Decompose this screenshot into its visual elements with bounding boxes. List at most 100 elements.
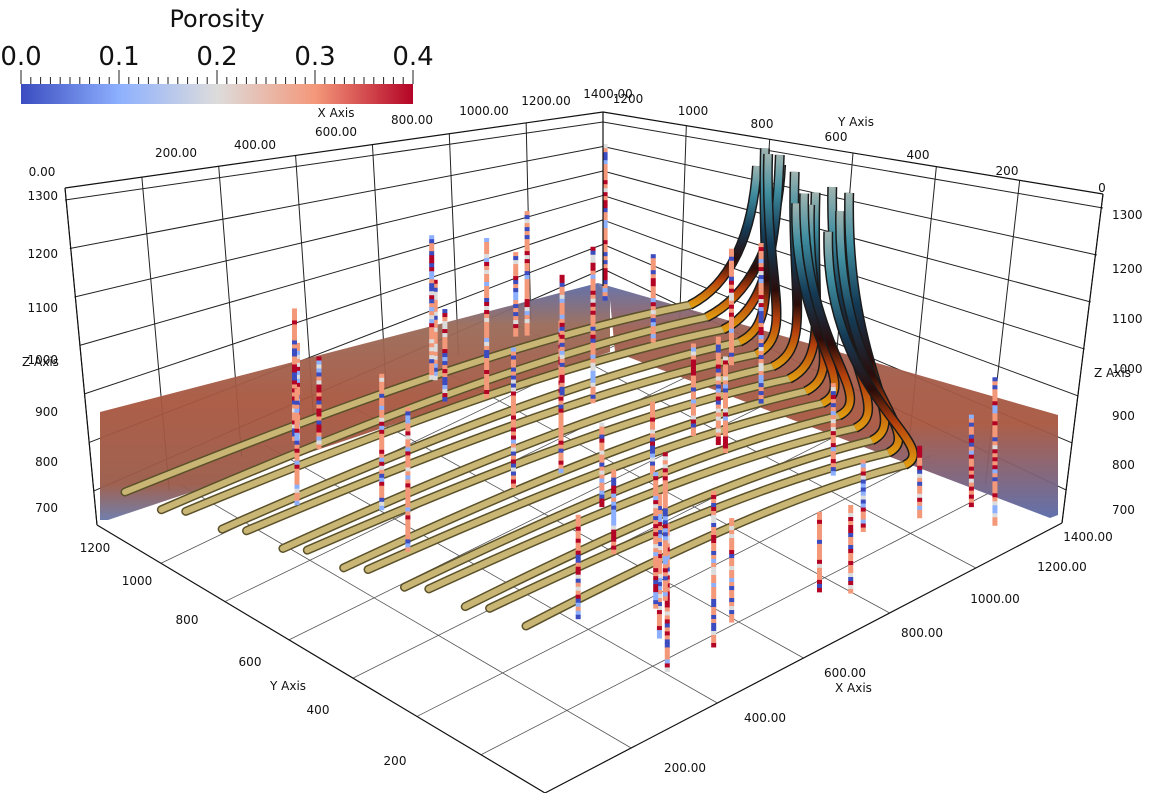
porosity-sample (992, 377, 998, 382)
porosity-sample (510, 391, 516, 397)
porosity-sample (728, 256, 734, 262)
grid-line (69, 145, 604, 249)
porosity-sample (611, 509, 617, 515)
porosity-sample (917, 473, 923, 479)
porosity-sample (715, 376, 721, 382)
colorbar-gradient (21, 84, 413, 104)
porosity-sample (715, 424, 721, 430)
porosity-sample (575, 562, 581, 568)
porosity-sample (650, 401, 656, 407)
porosity-sample (442, 309, 448, 314)
porosity-sample (653, 504, 659, 509)
porosity-sample (650, 445, 656, 451)
porosity-sample (722, 400, 728, 405)
porosity-sample (590, 322, 596, 328)
porosity-sample (602, 148, 608, 153)
porosity-sample (722, 412, 728, 417)
porosity-sample (405, 427, 411, 432)
porosity-sample (559, 306, 565, 312)
porosity-sample (690, 391, 696, 397)
y-axis-tick-label: 1000 (678, 104, 709, 118)
porosity-sample (728, 304, 734, 310)
porosity-sample (599, 482, 605, 488)
porosity-sample (848, 505, 854, 510)
porosity-sample (968, 418, 974, 424)
porosity-sample (599, 486, 605, 492)
porosity-sample (611, 513, 617, 519)
porosity-sample (711, 598, 717, 604)
porosity-sample (602, 240, 608, 245)
y-axis-tick-label: 400 (307, 703, 330, 717)
porosity-sample (653, 536, 659, 541)
porosity-sample (830, 427, 836, 432)
porosity-sample (524, 259, 530, 264)
porosity-sample (729, 582, 735, 587)
porosity-sample (484, 317, 490, 323)
porosity-sample (316, 380, 322, 385)
x-axis-tick-label: 1200.00 (1037, 560, 1087, 574)
porosity-sample (729, 570, 735, 575)
porosity-sample (968, 438, 974, 444)
porosity-sample (650, 421, 656, 427)
porosity-sample (715, 428, 721, 434)
porosity-sample (650, 314, 656, 319)
porosity-sample (650, 413, 656, 419)
porosity-sample (405, 487, 411, 492)
porosity-sample (992, 409, 998, 414)
porosity-sample (484, 365, 490, 371)
porosity-sample (729, 526, 735, 531)
z-axis-title-left: Z Axis (22, 355, 59, 369)
porosity-sample (662, 484, 668, 489)
porosity-sample (429, 303, 435, 308)
porosity-sample (650, 409, 656, 415)
porosity-sample (662, 468, 668, 473)
porosity-sample (590, 286, 596, 292)
porosity-sample (379, 425, 385, 431)
porosity-sample (662, 544, 668, 549)
porosity-sample (405, 539, 411, 544)
porosity-sample (524, 255, 530, 260)
porosity-sample (291, 416, 297, 421)
colorbar-tick-label: 0.4 (392, 42, 433, 72)
porosity-sample (524, 223, 530, 228)
porosity-sample (513, 272, 519, 277)
porosity-sample (758, 287, 764, 292)
porosity-sample (656, 502, 662, 507)
porosity-sample (653, 532, 659, 537)
porosity-sample (524, 251, 530, 256)
porosity-sample (484, 377, 490, 383)
porosity-sample (379, 381, 385, 387)
porosity-sample (513, 280, 519, 285)
porosity-sample (917, 457, 923, 463)
porosity-sample (711, 538, 717, 544)
porosity-sample (656, 558, 662, 563)
porosity-sample (662, 516, 668, 521)
porosity-sample (650, 290, 656, 295)
porosity-sample (664, 659, 670, 664)
porosity-sample (690, 351, 696, 357)
y-axis-tick-label: 1200 (80, 541, 111, 555)
porosity-sample (860, 479, 866, 485)
porosity-sample (729, 566, 735, 571)
porosity-sample (294, 408, 300, 414)
porosity-sample (432, 371, 438, 377)
porosity-sample (690, 423, 696, 429)
porosity-sample (729, 530, 735, 535)
porosity-sample (662, 496, 668, 501)
porosity-sample (664, 647, 670, 652)
porosity-sample (442, 341, 448, 346)
porosity-sample (653, 584, 659, 589)
porosity-sample (602, 204, 608, 209)
porosity-sample (650, 258, 656, 263)
porosity-sample (602, 236, 608, 241)
axis-tick-labels: 0.00 200.00 400.00 600.00 800.00 1000.00 1200.… (27, 87, 1142, 775)
z-axis-tick-label: 900 (1112, 409, 1135, 423)
porosity-sample (294, 456, 300, 462)
porosity-sample (295, 350, 301, 356)
porosity-sample (728, 296, 734, 302)
z-axis-title-right: Z Axis (1094, 366, 1131, 380)
porosity-sample (602, 152, 608, 157)
porosity-sample (575, 550, 581, 556)
porosity-sample (715, 420, 721, 426)
